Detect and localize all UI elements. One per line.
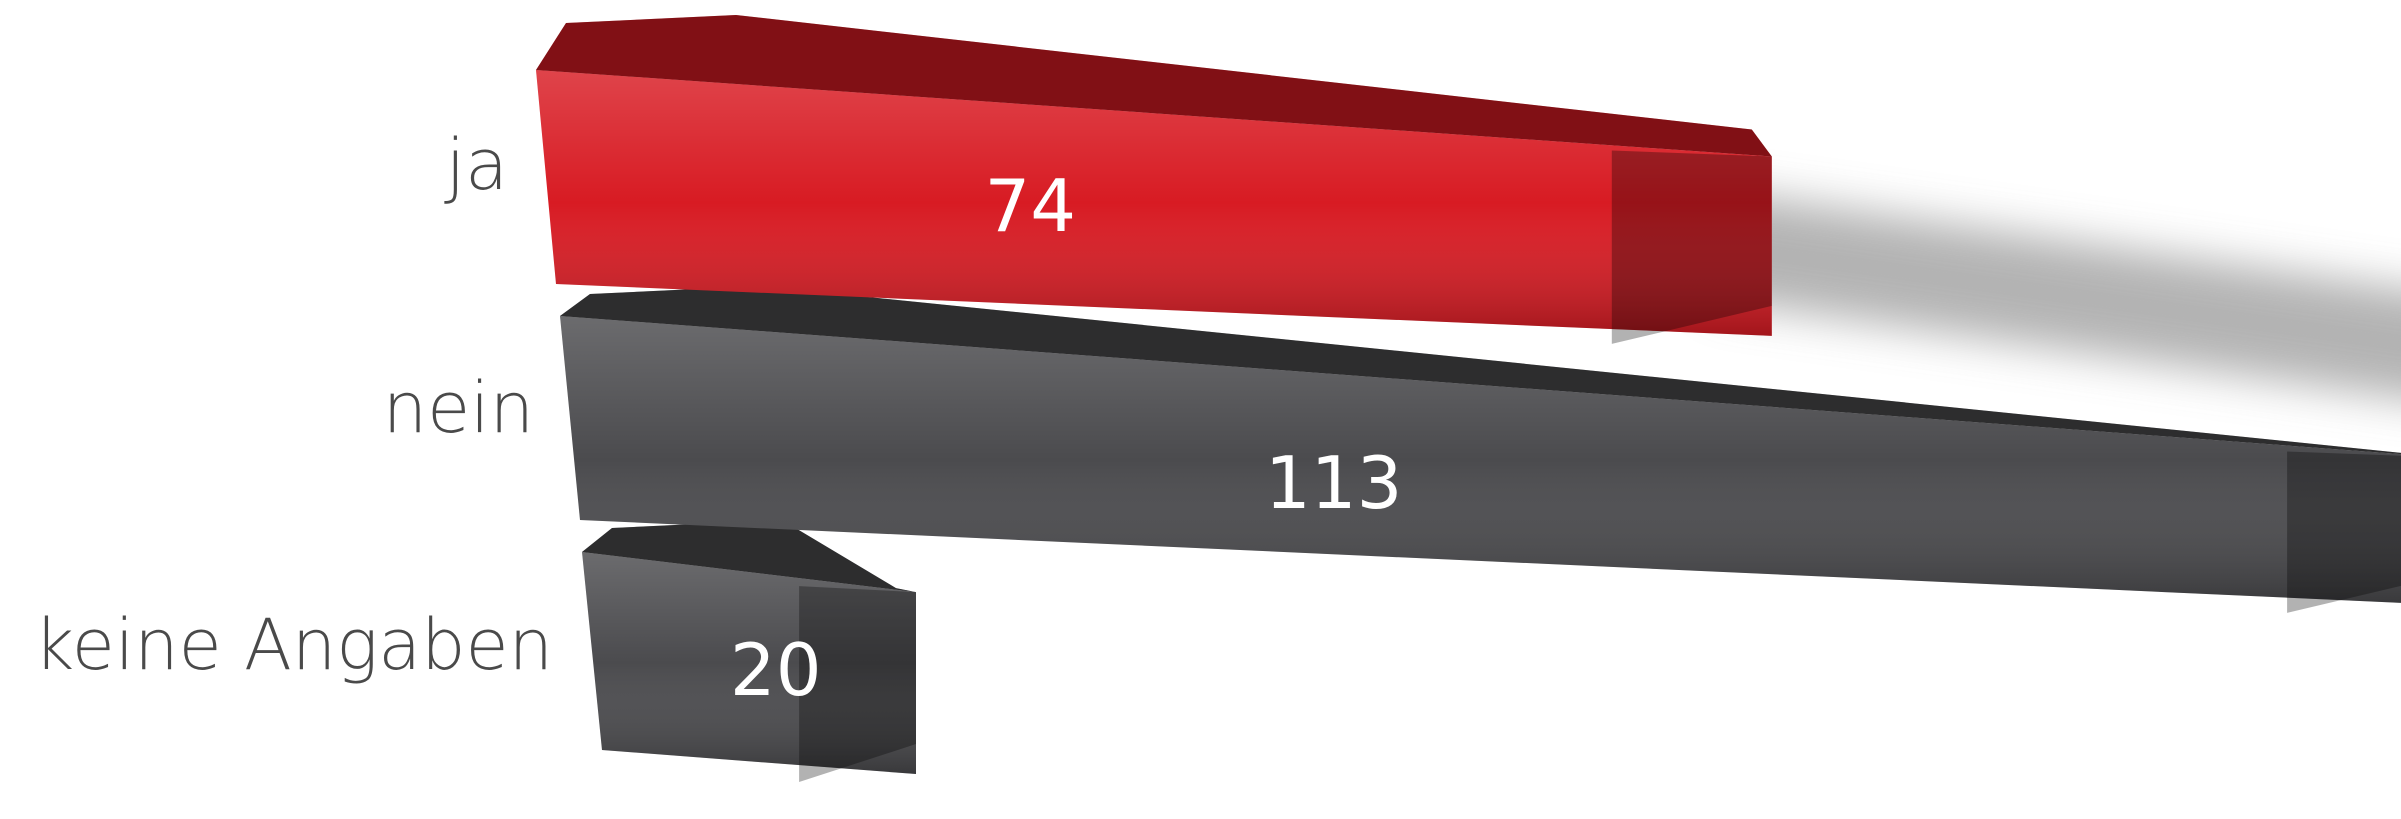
- bar-top-dark: [536, 15, 1772, 157]
- bar-shadow: [1711, 190, 2401, 398]
- value-label: 74: [985, 164, 1077, 248]
- bar-top: [560, 286, 2401, 455]
- bar-shading: [536, 70, 1772, 336]
- value-label: 20: [730, 628, 822, 712]
- category-label: ja: [444, 124, 508, 206]
- bars: [536, 15, 2401, 783]
- bar-shading: [560, 316, 2401, 603]
- value-label: 113: [1265, 441, 1402, 525]
- bar-top-dark: [582, 520, 916, 593]
- bar-end: [2287, 451, 2401, 613]
- bar-top-dark: [560, 286, 2401, 455]
- category-label: nein: [383, 367, 534, 449]
- bar-end: [799, 586, 916, 783]
- bar-end: [1611, 150, 1772, 344]
- bar-shading: [582, 552, 916, 775]
- category-label: keine Angaben: [34, 604, 553, 686]
- bar-top: [582, 520, 916, 593]
- bar-top: [536, 15, 1772, 157]
